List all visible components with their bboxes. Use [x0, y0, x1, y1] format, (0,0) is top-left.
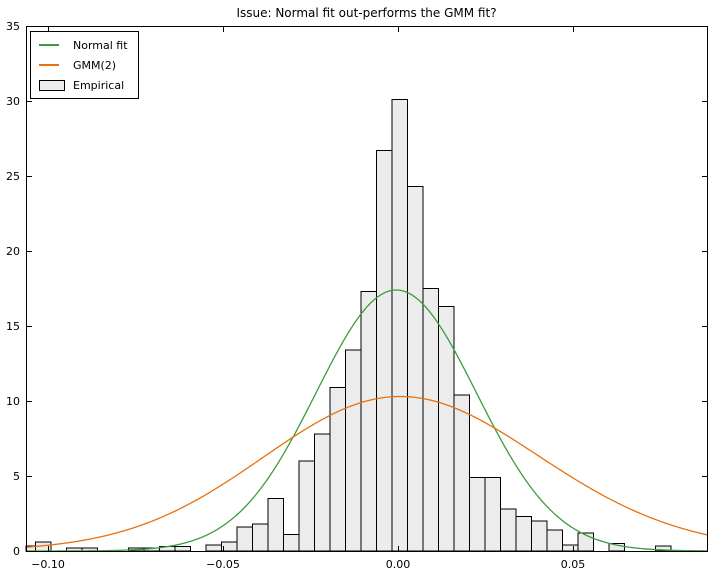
- histogram-bar: [345, 349, 362, 552]
- fit-curve-normal-fit: [26, 289, 708, 552]
- histogram-bar: [484, 477, 502, 552]
- y-tick-label: 20: [6, 245, 20, 258]
- histogram-bar: [515, 516, 533, 552]
- fit-curve-gmm-2-: [25, 395, 708, 548]
- y-tick-label: 35: [6, 20, 20, 33]
- histogram-bar: [391, 99, 409, 552]
- histogram-bar: [314, 433, 331, 552]
- histogram-bar: [205, 544, 223, 552]
- legend-label-empirical: Empirical: [73, 78, 125, 92]
- normal-fit-line-swatch: [39, 44, 59, 46]
- legend-swatch-cell: [39, 79, 65, 91]
- legend-swatch-cell: [39, 64, 65, 66]
- histogram-bar: [469, 477, 486, 552]
- histogram-bar: [252, 523, 269, 552]
- histogram-bar: [267, 498, 285, 552]
- histogram-bar: [407, 186, 424, 552]
- legend-item-empirical: Empirical: [39, 78, 128, 92]
- histogram-bar: [422, 288, 440, 552]
- histogram-bar: [453, 394, 471, 552]
- histogram-bar: [298, 460, 316, 552]
- x-tick-label: 0.00: [386, 558, 411, 571]
- y-tick-label: 5: [13, 470, 20, 483]
- y-tick-label: 0: [13, 545, 20, 558]
- histogram-bar: [376, 150, 393, 552]
- empirical-bars: [25, 99, 672, 552]
- histogram-bar: [562, 544, 579, 552]
- x-tick-label: 0.05: [561, 558, 586, 571]
- legend-box: Normal fit GMM(2) Empirical: [30, 31, 139, 99]
- histogram-bar: [360, 291, 378, 552]
- legend-label-gmm: GMM(2): [73, 58, 117, 72]
- legend-item-normal-fit: Normal fit: [39, 38, 128, 52]
- legend-label-normal-fit: Normal fit: [73, 38, 128, 52]
- legend-item-gmm: GMM(2): [39, 58, 128, 72]
- x-tick-label: −0.10: [31, 558, 65, 571]
- gmm-line-swatch: [39, 64, 59, 66]
- histogram-bar: [236, 526, 254, 552]
- histogram-bar: [283, 534, 300, 552]
- empirical-patch-swatch: [39, 79, 65, 91]
- y-tick-label: 25: [6, 170, 20, 183]
- histogram-bar: [546, 529, 564, 552]
- y-tick-label: 10: [6, 395, 20, 408]
- legend-swatch-cell: [39, 44, 65, 46]
- histogram-bar: [438, 306, 455, 552]
- x-tick-label: −0.05: [206, 558, 240, 571]
- histogram-bar: [174, 546, 192, 552]
- y-tick-label: 15: [6, 320, 20, 333]
- axes-frame: [26, 26, 708, 552]
- histogram-bar: [531, 520, 548, 552]
- chart-title: Issue: Normal fit out-performs the GMM f…: [236, 6, 497, 20]
- tick-marks: [27, 26, 707, 552]
- histogram-bar: [500, 508, 517, 552]
- y-tick-label: 30: [6, 95, 20, 108]
